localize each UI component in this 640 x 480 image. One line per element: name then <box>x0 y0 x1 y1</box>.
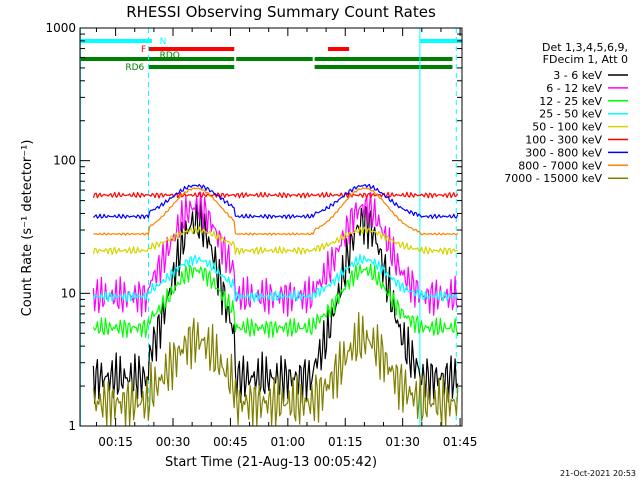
flag-bar-label: N <box>160 37 167 47</box>
legend-header-line-1: Det 1,3,4,5,6,9, <box>542 41 628 54</box>
y-tick-label: 1000 <box>45 21 76 35</box>
legend-entry-label: 100 - 300 keV <box>525 134 602 147</box>
legend: Det 1,3,4,5,6,9, FDecim 1, Att 0 3 - 6 k… <box>504 41 628 185</box>
series-line <box>92 253 459 303</box>
x-axis-label: Start Time (21-Aug-13 00:05:42) <box>165 455 377 470</box>
legend-header-line-2: FDecim 1, Att 0 <box>543 53 628 66</box>
legend-entry-label: 7000 - 15000 keV <box>504 172 602 185</box>
y-tick-label: 100 <box>53 154 76 168</box>
flag-bar-label: RD6 <box>125 63 144 73</box>
x-tick-label: 00:45 <box>213 435 248 449</box>
plot-frame <box>79 27 463 427</box>
y-tick-label: 1 <box>68 419 76 433</box>
flag-bar-label: F <box>141 45 146 55</box>
legend-entry-label: 300 - 800 keV <box>525 146 602 159</box>
legend-entry-label: 3 - 6 keV <box>553 69 602 82</box>
legend-entry-label: 50 - 100 keV <box>532 121 602 134</box>
legend-entry-label: 12 - 25 keV <box>539 95 602 108</box>
chart-title: RHESSI Observing Summary Count Rates <box>126 3 436 21</box>
legend-entry-label: 800 - 7000 keV <box>518 159 602 172</box>
x-tick-label: 01:00 <box>271 435 306 449</box>
y-axis-label: Count Rate (s⁻¹ detector⁻¹) <box>20 140 35 317</box>
footer-timestamp: 21-Oct-2021 20:53 <box>560 469 636 478</box>
x-tick-label: 01:45 <box>443 435 478 449</box>
series-line <box>92 197 459 405</box>
legend-entry-label: 25 - 50 keV <box>539 108 602 121</box>
x-tick-label: 01:30 <box>385 435 420 449</box>
series-line <box>92 225 459 256</box>
y-tick-label: 10 <box>61 286 76 300</box>
series-line <box>93 187 459 236</box>
x-axis-ticks: 00:15 00:30 00:45 01:00 01:15 01:30 01:45 <box>95 28 478 449</box>
x-tick-label: 01:15 <box>328 435 363 449</box>
series-line <box>92 183 459 220</box>
series-line <box>92 263 459 339</box>
series-line <box>92 191 459 199</box>
series-group <box>92 183 459 427</box>
flag-bars-group: N F RDO RD6 <box>80 37 462 73</box>
x-tick-label: 00:30 <box>156 435 191 449</box>
legend-entry-label: 6 - 12 keV <box>546 82 602 95</box>
y-axis-ticks: 1 10 100 1000 <box>45 21 462 433</box>
x-tick-label: 00:15 <box>98 435 133 449</box>
flag-bar-label: RDO <box>160 51 180 61</box>
